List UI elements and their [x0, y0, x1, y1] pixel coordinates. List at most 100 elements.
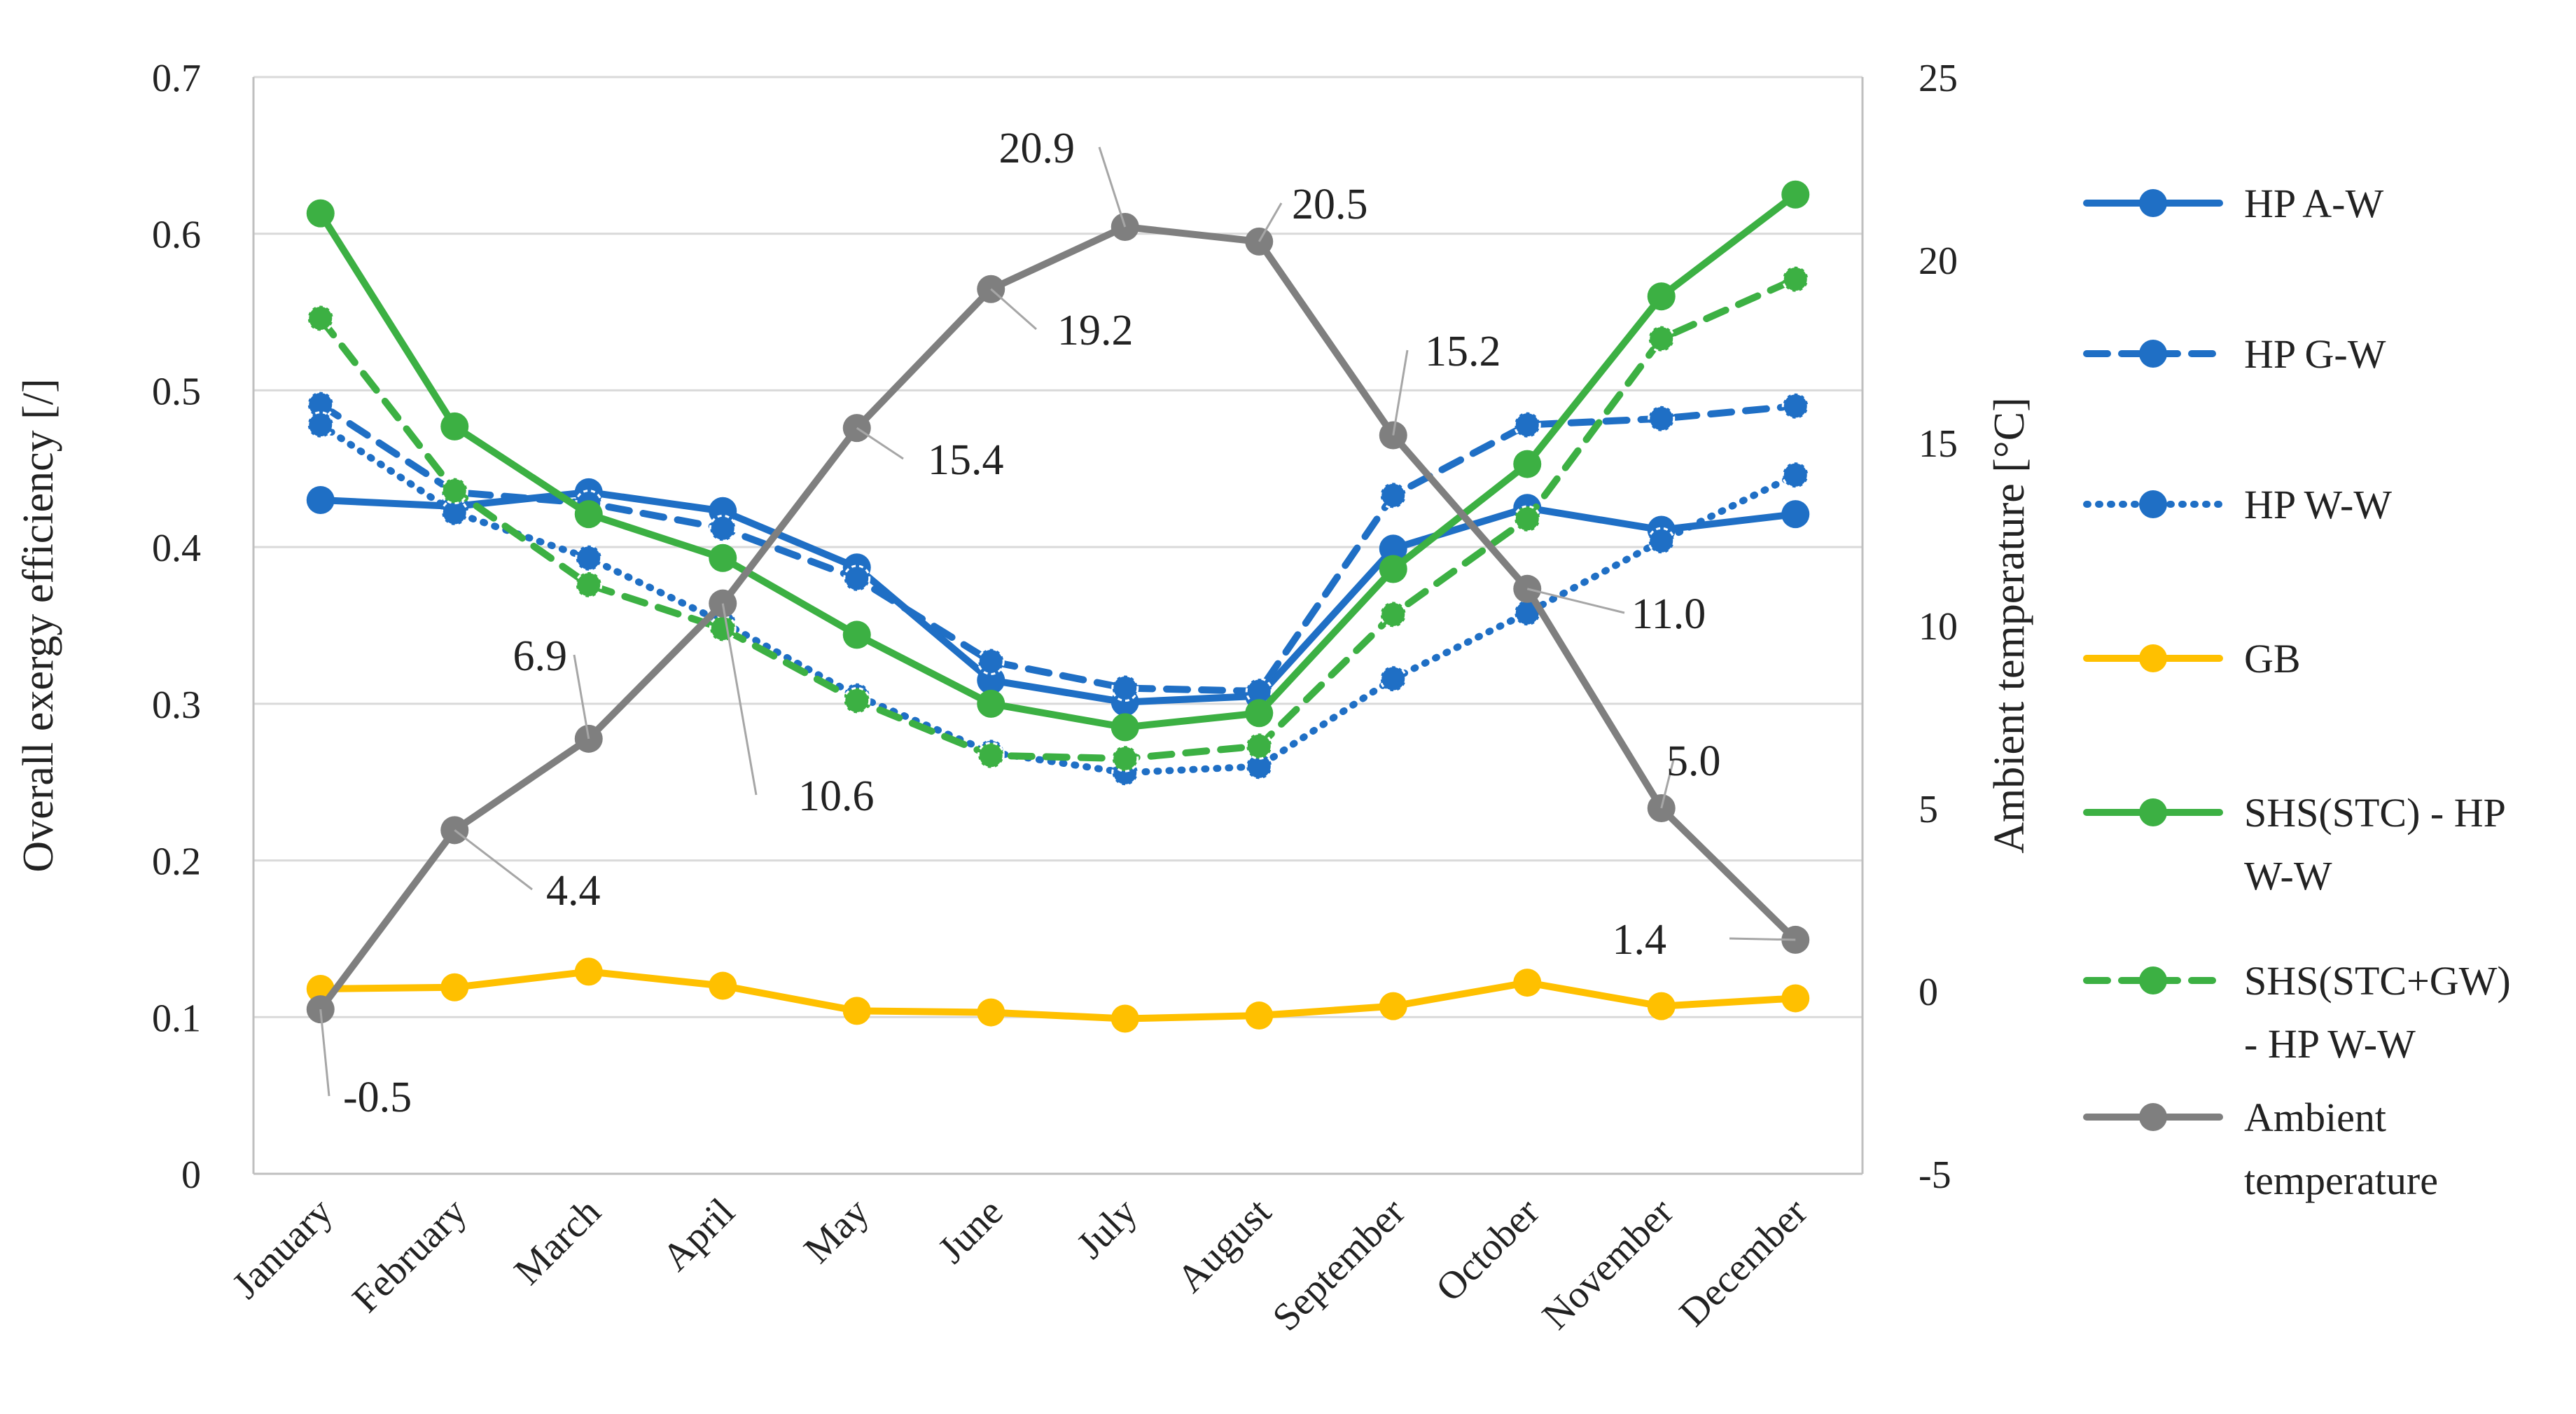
x-tick-label: April	[654, 1190, 743, 1279]
point	[709, 543, 737, 572]
series-ambient-temperature	[306, 213, 1810, 1024]
leader-line	[1660, 759, 1675, 809]
legend-swatch-marker	[2139, 1103, 2167, 1131]
legend-swatch-marker	[2139, 798, 2167, 826]
y2-tick-label: 5	[1919, 788, 1938, 831]
legend-label: - HP W-W	[2244, 1021, 2416, 1067]
legend-item-hp-g-w: HP G-W	[2083, 331, 2386, 377]
legend-label: GB	[2244, 636, 2301, 681]
point	[977, 689, 1005, 718]
legend-label: SHS(STC) - HP	[2244, 790, 2506, 836]
leader-line	[721, 603, 758, 796]
legend-item-hp-a-w: HP A-W	[2083, 181, 2383, 226]
y2-tick-label: 10	[1919, 605, 1958, 649]
y-axis-title: Overall exergy efficiency [/]	[15, 378, 62, 872]
point	[306, 486, 335, 515]
series-hp-w-w	[307, 411, 1809, 786]
point	[1781, 392, 1809, 420]
point	[1513, 505, 1541, 533]
y-tick-label: 0.2	[152, 840, 201, 884]
x-tick-label: May	[796, 1190, 877, 1271]
point	[1379, 534, 1407, 563]
y-tick-label: 0.7	[152, 57, 201, 100]
legend-label: temperature	[2244, 1158, 2438, 1203]
y2-tick-label: 15	[1919, 422, 1958, 466]
line-hp-a-w	[316, 488, 1799, 706]
data-label: -0.5	[343, 1074, 412, 1121]
data-label: 1.4	[1613, 916, 1667, 964]
legend-swatch-marker	[2139, 189, 2167, 217]
point	[1781, 461, 1809, 489]
point	[1648, 325, 1676, 353]
legend-label: HP A-W	[2244, 181, 2383, 226]
point	[1781, 265, 1809, 293]
data-label: 11.0	[1631, 590, 1706, 638]
y-tick-label: 0.5	[152, 370, 201, 413]
point	[1379, 992, 1407, 1020]
legend-item-shs-stc-gw-hp-w-w: SHS(STC+GW) - HP W-W	[2083, 958, 2511, 1067]
series-shs-stc-gw-hp-w-w	[307, 265, 1809, 772]
axes: 0 0.1 0.2 0.3 0.4 0.5 0.6 0.7 -5 0 5 10 15 20 25 Januar…	[15, 57, 2033, 1340]
point	[1648, 405, 1676, 433]
legend-label: Ambient	[2244, 1095, 2386, 1140]
point	[1111, 744, 1139, 772]
point	[977, 647, 1005, 675]
x-tick-label: July	[1068, 1190, 1146, 1267]
y2-tick-label: 0	[1919, 971, 1938, 1014]
point	[307, 391, 335, 419]
point	[842, 621, 871, 649]
legend-swatch-marker	[2139, 644, 2167, 672]
y-tick-label: 0.3	[152, 684, 201, 727]
point	[575, 571, 603, 599]
point	[1781, 984, 1810, 1013]
leader-line	[1392, 349, 1409, 436]
y2-axis-title: Ambient temperature [°C]	[1986, 397, 2033, 853]
x-tick-label: June	[930, 1190, 1011, 1271]
point	[977, 666, 1005, 695]
point	[1647, 282, 1676, 311]
x-tick-label: December	[1671, 1190, 1816, 1335]
y2-tick-label: -5	[1919, 1153, 1951, 1197]
point	[1245, 1001, 1274, 1030]
line-ambient-temperature	[316, 223, 1799, 1013]
y-tick-label: 0.6	[152, 214, 201, 257]
y-tick-label: 0	[181, 1153, 201, 1197]
point	[1379, 600, 1407, 628]
point	[1379, 481, 1407, 509]
leader-line	[1526, 588, 1625, 614]
point	[1513, 450, 1542, 478]
leader-line	[573, 654, 590, 740]
point	[1647, 992, 1676, 1020]
gridlines	[253, 76, 1863, 1018]
point	[1781, 500, 1810, 529]
leader-line	[1098, 146, 1127, 228]
leader-line	[990, 288, 1037, 331]
line-shs-stc-gw-hp-w-w	[316, 275, 1799, 763]
data-label: 19.2	[1057, 307, 1134, 354]
x-tick-label: October	[1428, 1190, 1548, 1310]
x-tick-label: August	[1169, 1190, 1280, 1301]
point	[1513, 969, 1542, 997]
data-label: 20.5	[1292, 181, 1368, 228]
legend-label: HP W-W	[2244, 482, 2392, 527]
point	[575, 544, 603, 572]
legend-swatch-marker	[2139, 966, 2167, 994]
legend-item-gb: GB	[2083, 636, 2301, 681]
data-label: 10.6	[798, 772, 875, 820]
point	[574, 957, 603, 986]
point	[440, 477, 468, 505]
point	[574, 500, 603, 529]
point	[1111, 1004, 1139, 1033]
leader-line	[856, 427, 904, 460]
point	[1245, 677, 1273, 705]
y-tick-label: 0.1	[152, 997, 201, 1040]
point	[842, 997, 871, 1025]
legend-item-hp-w-w: HP W-W	[2083, 482, 2392, 527]
leader-line	[1729, 937, 1796, 941]
point	[1513, 411, 1541, 439]
data-label: 15.2	[1425, 328, 1501, 375]
series-lines	[306, 180, 1810, 1033]
line-shs-stc-hp-w-w	[316, 190, 1799, 731]
series-gb	[306, 957, 1810, 1033]
data-label: 4.4	[546, 867, 601, 915]
